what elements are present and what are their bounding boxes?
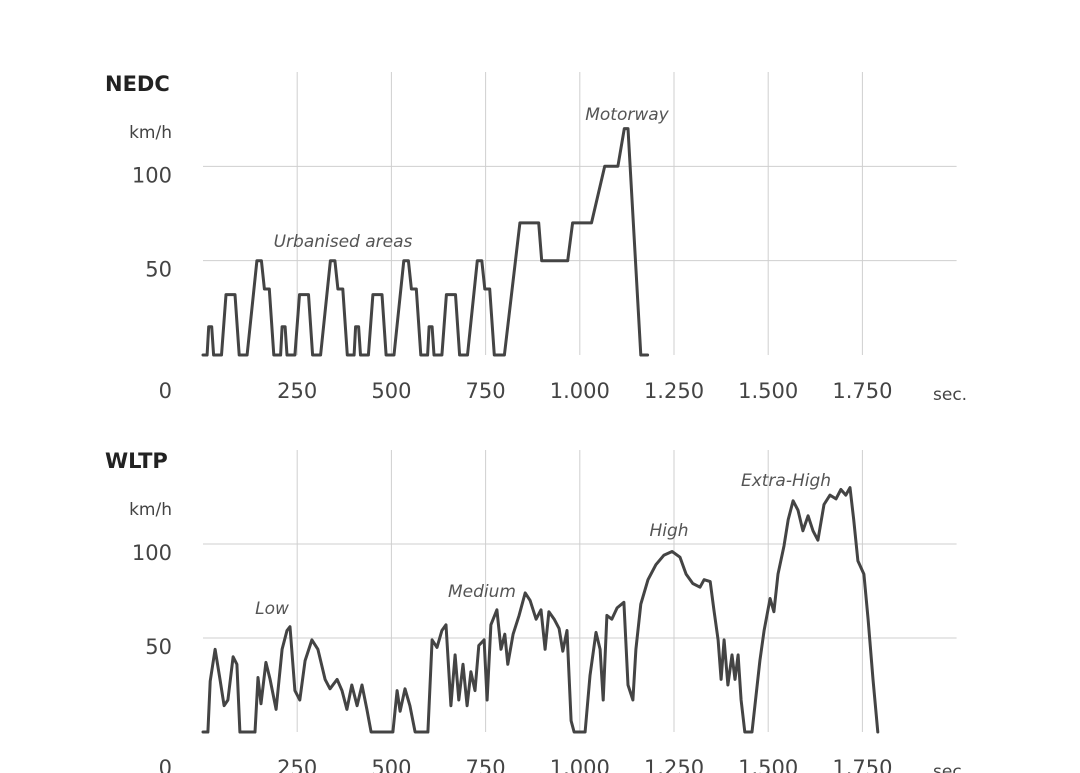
- chart-title: NEDC: [105, 72, 170, 96]
- y-tick-label: 0: [159, 756, 172, 773]
- x-tick-label: 500: [371, 379, 411, 403]
- x-tick-label: 250: [277, 379, 317, 403]
- x-tick-label: 1.750: [832, 379, 892, 403]
- x-tick-label: 500: [371, 756, 411, 773]
- x-tick-label: 1.750: [832, 756, 892, 773]
- y-axis-label: km/h: [129, 123, 172, 143]
- chart-title: WLTP: [105, 449, 168, 473]
- x-tick-label: 750: [466, 379, 506, 403]
- annotation: High: [649, 521, 688, 541]
- x-tick-label: 1.500: [738, 756, 798, 773]
- x-tick-label: 1.250: [644, 379, 704, 403]
- speed-trace: [201, 486, 880, 734]
- x-axis-label: sec.: [933, 762, 967, 773]
- annotation: Medium: [448, 582, 516, 602]
- speed-trace: [201, 127, 650, 357]
- y-tick-label: 100: [132, 163, 172, 187]
- annotation: Extra-High: [741, 471, 831, 491]
- y-tick-label: 0: [159, 379, 172, 403]
- x-tick-label: 1.000: [550, 756, 610, 773]
- x-tick-label: 1.250: [644, 756, 704, 773]
- x-tick-label: 750: [466, 756, 506, 773]
- annotation: Urbanised areas: [274, 232, 413, 252]
- y-tick-label: 100: [132, 541, 172, 565]
- annotation: Motorway: [585, 105, 669, 125]
- y-axis-label: km/h: [129, 500, 172, 520]
- x-tick-label: 250: [277, 756, 317, 773]
- x-tick-label: 1.000: [550, 379, 610, 403]
- y-tick-label: 50: [145, 258, 172, 282]
- x-axis-label: sec.: [933, 385, 967, 405]
- y-tick-label: 50: [145, 635, 172, 659]
- annotation: Low: [255, 599, 289, 619]
- x-tick-label: 1.500: [738, 379, 798, 403]
